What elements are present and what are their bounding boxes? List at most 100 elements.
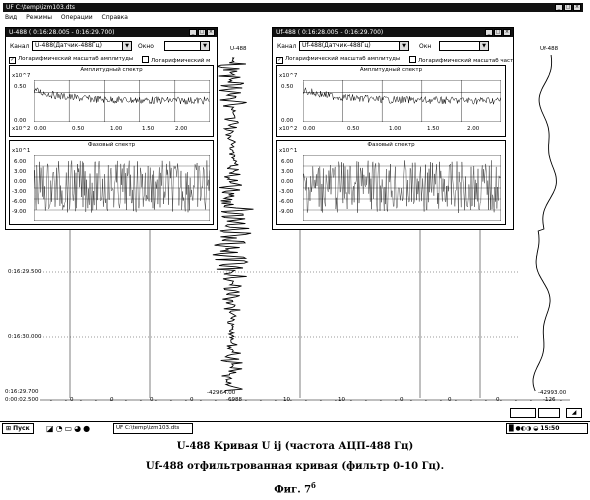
- x-tick: 2.00: [175, 126, 187, 132]
- x-tick: 1.50: [142, 126, 154, 132]
- quick-launch-icon[interactable]: ◔: [56, 424, 65, 433]
- scale-tick-mark: -: [80, 398, 82, 404]
- uf-signal-label: Uf-488: [540, 46, 558, 52]
- chevron-down-icon: ▼: [200, 42, 209, 50]
- amplitude-tick: 0.50: [281, 84, 293, 90]
- window-select[interactable]: ▼: [164, 41, 210, 51]
- scale-tick-mark: -: [245, 398, 247, 404]
- figure-label: Фиг. 7: [274, 484, 311, 495]
- phase-spectrum-panel: Фазовый спектр x10^1 6.00 3.00 0.00 -3.0…: [276, 140, 506, 225]
- clock: 15:50: [540, 425, 559, 432]
- scale-tick-mark: -: [365, 398, 367, 404]
- channel-label: Канал: [10, 43, 29, 50]
- u-488-signal-trace: [213, 58, 254, 392]
- start-button[interactable]: ⊞ Пуск: [2, 423, 34, 434]
- phase-tick: 0.00: [14, 179, 26, 185]
- quick-launch-icon[interactable]: ●: [83, 424, 92, 433]
- time-label-4: 0:00:02.500: [5, 397, 38, 403]
- quick-launch-icon[interactable]: ◪: [46, 424, 56, 433]
- phase-exponent: x10^1: [12, 148, 30, 154]
- minimize-button[interactable]: _: [189, 29, 197, 36]
- amplitude-trace: [34, 82, 209, 104]
- scale-tick-mark: -: [440, 398, 442, 404]
- scale-tick-mark: -: [305, 398, 307, 404]
- scroll-control-box[interactable]: [510, 408, 536, 418]
- scale-tick-mark: -: [170, 398, 172, 404]
- maximize-button[interactable]: □: [494, 29, 502, 36]
- spectrum-window-uf488[interactable]: Uf-488 ( 0:16:28.005 - 0:16:29.700) _ □ …: [272, 27, 514, 230]
- uf-488-signal-trace: [533, 55, 556, 391]
- maximize-button[interactable]: □: [198, 29, 206, 36]
- x-tick: 0.00: [303, 126, 315, 132]
- scale-tick-mark: -: [155, 398, 157, 404]
- u-min-time-value: -6988: [226, 397, 242, 403]
- scale-tick-mark: -: [290, 398, 292, 404]
- resize-grip-icon[interactable]: ◢: [566, 408, 582, 418]
- amplitude-trace: [303, 82, 501, 104]
- spectrum-window-u488[interactable]: U-488 ( 0:16:28.005 - 0:16:29.700) _ □ ×…: [5, 27, 218, 230]
- scale-value: 0: [448, 397, 452, 403]
- scale-tick-mark: -: [470, 398, 472, 404]
- amplitude-zero-tick: 0.00: [14, 118, 26, 124]
- x-exponent: x10^2: [279, 126, 297, 132]
- window-label: Окно: [138, 43, 154, 50]
- quick-launch-icon[interactable]: ▭: [65, 424, 75, 433]
- u-signal-label: U-488: [230, 46, 247, 52]
- x-tick: 0.50: [347, 126, 359, 132]
- checkmark-icon: ✓: [276, 57, 283, 64]
- scale-tick-mark: -: [260, 398, 262, 404]
- checkbox-icon: [142, 56, 149, 63]
- time-label-1: 0:16:29.500: [8, 269, 41, 275]
- scale-value: 0: [190, 397, 194, 403]
- time-scale-axis: -----------------------------------: [40, 398, 570, 404]
- scale-tick-mark: -: [200, 398, 202, 404]
- phase-tick: 0.00: [281, 179, 293, 185]
- log-amplitude-checkbox[interactable]: ✓Логарифмический масштаб амплитуды: [9, 56, 133, 64]
- phase-tick: -9.00: [279, 209, 293, 215]
- scale-tick-mark: -: [95, 398, 97, 404]
- scale-tick-mark: -: [350, 398, 352, 404]
- windows-logo-icon: ⊞: [6, 425, 11, 432]
- phase-panel-title: Фазовый спектр: [277, 142, 505, 148]
- close-button[interactable]: ×: [207, 29, 215, 36]
- scale-tick-mark: -: [530, 398, 532, 404]
- log-amplitude-checkbox[interactable]: ✓Логарифмический масштаб амплитуды: [276, 56, 400, 64]
- channel-select[interactable]: Uf-488(Датчик-488Гц)▼: [299, 41, 409, 51]
- x-tick: 0.00: [34, 126, 46, 132]
- taskbar-task-button[interactable]: UF C:\temp\izm103.dts: [113, 423, 193, 434]
- phase-tick: 3.00: [281, 169, 293, 175]
- phase-tick: -6.00: [279, 199, 293, 205]
- window-label: Окн: [419, 43, 431, 50]
- log-frequency-checkbox[interactable]: Логарифмический масштаб част: [409, 56, 513, 65]
- amplitude-tick: 0.50: [14, 84, 26, 90]
- tray-icons[interactable]: █ ●◐◑ ◒: [509, 425, 540, 432]
- scale-tick-mark: -: [485, 398, 487, 404]
- scale-value: 0: [150, 397, 154, 403]
- channel-select[interactable]: U-488(Датчик-488Гц)▼: [32, 41, 132, 51]
- caption-line-1: U-488 Кривая U ij (частота АЦП-488 Гц): [0, 441, 590, 452]
- phase-tick: 6.00: [281, 159, 293, 165]
- quick-launch-icon[interactable]: ◕: [74, 424, 83, 433]
- scale-tick-mark: -: [515, 398, 517, 404]
- scale-tick-mark: -: [185, 398, 187, 404]
- x-tick: 1.00: [389, 126, 401, 132]
- window-select[interactable]: ▼: [439, 41, 489, 51]
- spectrum-window-title-bar[interactable]: U-488 ( 0:16:28.005 - 0:16:29.700) _ □ ×: [6, 28, 217, 37]
- scale-tick-mark: -: [125, 398, 127, 404]
- log-frequency-checkbox[interactable]: Логарифмический м: [142, 56, 210, 65]
- amplitude-panel-title: Амплитудный спектр: [277, 67, 505, 73]
- uf-min-time-value: -126: [543, 397, 555, 403]
- scale-value: 0: [400, 397, 404, 403]
- spectrum-window-title-bar[interactable]: Uf-488 ( 0:16:28.005 - 0:16:29.700) _ □ …: [273, 28, 513, 37]
- uf-min-value: -42993.00: [538, 390, 566, 396]
- scroll-control-box[interactable]: [538, 408, 560, 418]
- chevron-down-icon: ▼: [122, 42, 131, 50]
- amplitude-exponent: x10^7: [279, 73, 297, 79]
- minimize-button[interactable]: _: [485, 29, 493, 36]
- phase-tick: 3.00: [14, 169, 26, 175]
- phase-spectrum-plot: [34, 155, 210, 221]
- close-button[interactable]: ×: [503, 29, 511, 36]
- scale-tick-mark: -: [560, 398, 562, 404]
- phase-exponent: x10^1: [279, 148, 297, 154]
- spectrum-window-title: Uf-488 ( 0:16:28.005 - 0:16:29.700): [276, 29, 383, 36]
